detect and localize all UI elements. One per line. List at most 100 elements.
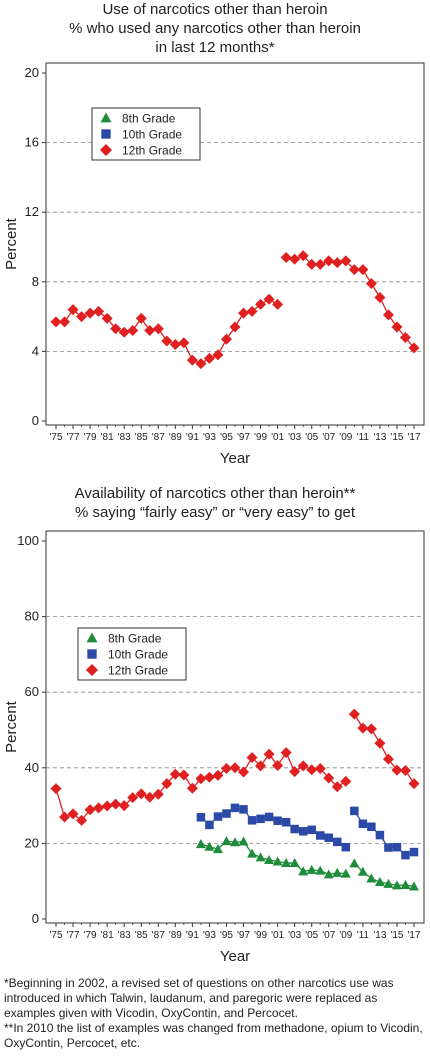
data-point [161, 335, 173, 347]
chart1-svg: 0 4 8 12 16 20 '75 '77 '79 '81 '83 '85 '87 '89 '91 '93 '… [3, 62, 425, 467]
data-point [323, 772, 335, 784]
legend-marker [99, 143, 113, 157]
series-line [286, 254, 415, 349]
legend: 8th Grade 10th Grade 12th Grade [91, 107, 201, 161]
x-tick-label: '11 [357, 432, 370, 443]
data-point [409, 881, 419, 891]
x-tick-label: '91 [186, 930, 199, 941]
x-tick-label: '13 [373, 432, 386, 443]
x-tick-label: '89 [169, 930, 182, 941]
data-point [67, 304, 79, 316]
data-point [247, 848, 258, 858]
data-point [204, 841, 215, 851]
data-point [212, 769, 224, 781]
data-point [315, 865, 326, 875]
data-point [264, 812, 274, 822]
x-tick-label: '85 [135, 432, 148, 443]
x-axis-label: Year [220, 450, 250, 467]
data-point [93, 802, 105, 814]
data-point [306, 258, 318, 270]
data-point [348, 264, 360, 276]
x-tick-label: '15 [390, 432, 403, 443]
data-point [255, 852, 266, 862]
y-axis-label: Percent [3, 217, 20, 270]
data-point [315, 831, 325, 840]
data-point [289, 766, 301, 778]
data-point [195, 839, 206, 849]
x-tick-label: '83 [118, 432, 131, 443]
x-tick-label: '87 [152, 432, 165, 443]
data-point [84, 307, 96, 319]
x-tick-label: '11 [357, 930, 370, 941]
data-point [50, 316, 62, 328]
data-point [331, 781, 343, 793]
data-point [263, 293, 275, 305]
y-tick-label: 80 [25, 609, 39, 624]
data-point [280, 747, 292, 759]
data-point [374, 737, 386, 749]
data-point [84, 804, 96, 816]
x-tick-label: '15 [390, 930, 403, 941]
data-point [255, 760, 267, 772]
data-point [186, 354, 198, 366]
data-point [332, 867, 343, 877]
data-point [67, 808, 79, 820]
data-point [59, 811, 71, 823]
data-point [256, 814, 265, 824]
series-line [353, 810, 415, 856]
data-point [323, 869, 334, 879]
data-point [161, 778, 173, 790]
data-point [135, 312, 147, 324]
data-point [169, 768, 181, 780]
data-point [144, 791, 156, 803]
x-tick-label: '07 [322, 930, 335, 941]
data-point [341, 842, 351, 852]
legend-label: 10th Grade [108, 648, 168, 662]
data-point [229, 321, 241, 333]
y-tick-label: 12 [25, 204, 39, 219]
data-point [272, 298, 284, 310]
footnote-2: **In 2010 the list of examples was chang… [4, 1021, 423, 1050]
data-point [203, 771, 215, 783]
x-tick-label: '85 [135, 930, 148, 941]
x-tick-label: '07 [322, 432, 335, 443]
data-point [264, 855, 275, 865]
data-point [50, 783, 62, 795]
data-point [239, 805, 248, 814]
plot-frame [45, 530, 425, 924]
chart1-title-line: in last 12 months* [155, 39, 275, 56]
x-tick-label: '83 [118, 930, 131, 941]
legend-marker [85, 663, 99, 677]
x-tick-label: '95 [220, 432, 233, 443]
x-tick-label: '13 [373, 930, 386, 941]
data-point [195, 773, 207, 785]
data-point [391, 880, 402, 890]
data-point [203, 352, 215, 364]
data-point [247, 816, 257, 825]
y-tick-label: 20 [25, 835, 39, 850]
data-point [118, 326, 130, 338]
data-point [178, 769, 190, 781]
data-point [365, 723, 377, 735]
data-point [238, 307, 250, 319]
series-12th-grade [50, 250, 420, 370]
data-point [333, 837, 342, 847]
data-point [144, 325, 156, 337]
x-tick-label: '97 [237, 432, 250, 443]
y-tick-label: 4 [32, 343, 39, 358]
x-tick-label: '93 [203, 432, 216, 443]
data-point [324, 833, 334, 842]
legend-marker [87, 649, 97, 659]
data-point [331, 257, 343, 269]
y-axis-label: Percent [3, 700, 20, 753]
series-10th-grade [196, 803, 419, 860]
legend-label: 8th Grade [108, 632, 162, 646]
data-point [127, 325, 139, 337]
data-point [374, 876, 385, 886]
data-point [340, 255, 352, 267]
data-point [392, 842, 402, 852]
data-point [222, 809, 231, 818]
x-tick-label: '17 [407, 432, 420, 443]
y-tick-label: 16 [25, 135, 39, 150]
data-point [408, 778, 420, 790]
